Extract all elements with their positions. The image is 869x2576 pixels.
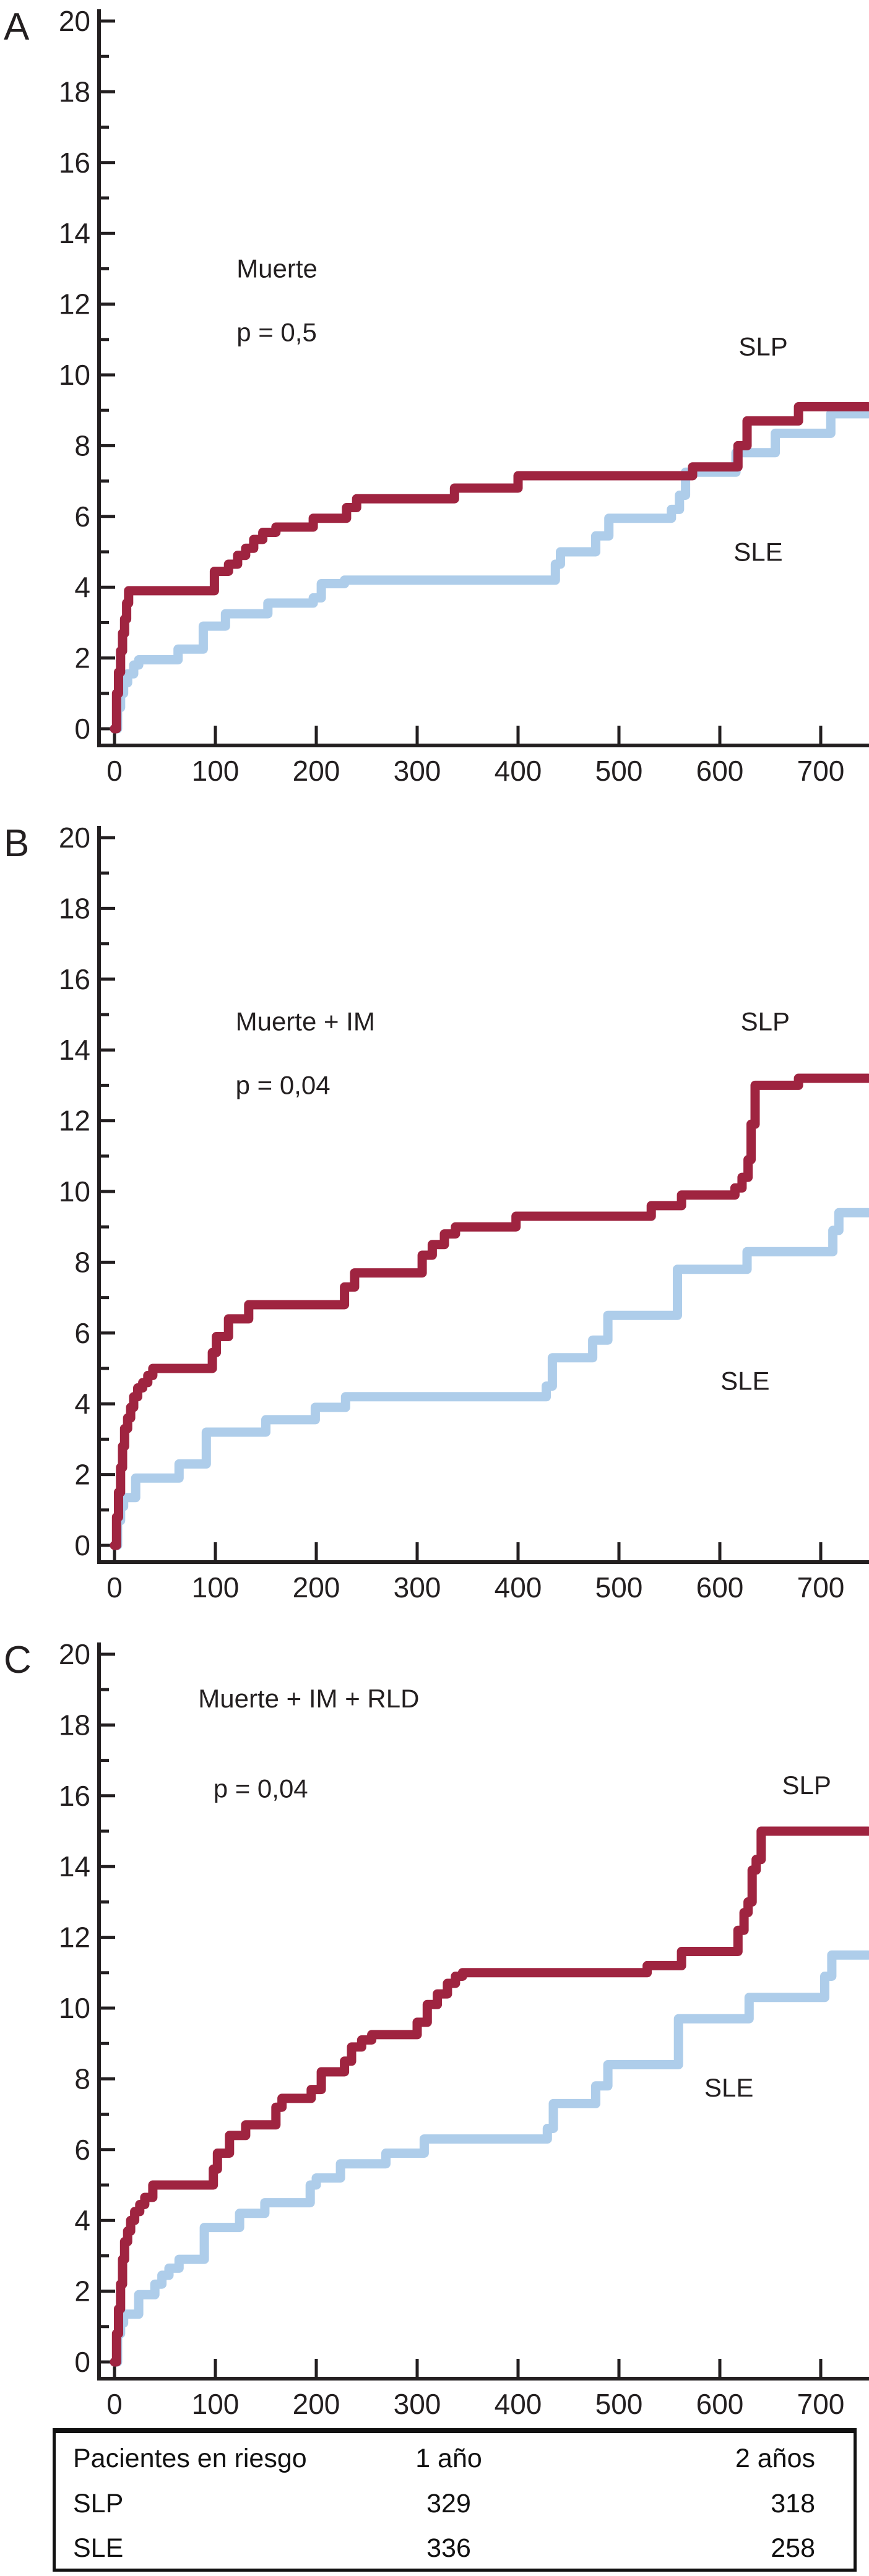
x-tick-label: 600: [696, 2388, 744, 2420]
y-tick-label: 8: [74, 429, 90, 462]
sle-curve: [110, 1208, 869, 1550]
y-tick-label: 4: [74, 571, 90, 603]
risk-table-header-label: Pacientes en riesgo: [73, 2443, 307, 2473]
slp-curve: [110, 1073, 869, 1550]
y-tick-label: 14: [59, 1850, 90, 1883]
y-tick-label: 20: [59, 1638, 90, 1670]
x-tick-label: 200: [293, 755, 340, 787]
x-tick-label: 500: [595, 2388, 643, 2420]
risk-row-sle-2yr: 258: [771, 2533, 815, 2563]
x-tick-label: 400: [495, 755, 542, 787]
y-tick-label: 16: [59, 963, 90, 995]
x-tick-label: 500: [595, 1571, 643, 1604]
y-tick-label: 18: [59, 892, 90, 924]
p-value-label: p = 0,04: [236, 1071, 331, 1100]
sle-curve-label: SLE: [704, 2073, 753, 2102]
panel-b: 0 2 4 6 8 10 12 14 16 18 20 0 100 200 300 400 500 600 700 …: [0, 817, 869, 1633]
x-tick-label: 100: [192, 2388, 240, 2420]
panel-letter: A: [4, 6, 30, 48]
slp-curve-label: SLP: [782, 1771, 831, 1800]
x-tick-label: 700: [797, 755, 845, 787]
sle-curve-label: SLE: [720, 1366, 769, 1395]
x-tick-label: 200: [293, 2388, 340, 2420]
x-tick-label: 0: [106, 1571, 123, 1604]
y-tick-label: 6: [74, 1317, 90, 1349]
y-tick-label: 18: [59, 75, 90, 108]
y-tick-label: 12: [59, 1105, 90, 1137]
slp-curve: [110, 1826, 869, 2367]
y-tick-label: 18: [59, 1709, 90, 1741]
slp-curve: [110, 402, 869, 734]
sle-curve: [110, 409, 869, 734]
y-tick-label: 2: [74, 1459, 90, 1491]
x-tick-label: 100: [192, 1571, 240, 1604]
y-tick-label: 8: [74, 2063, 90, 2095]
y-tick-label: 16: [59, 147, 90, 179]
x-tick-label: 400: [495, 2388, 542, 2420]
y-tick-label: 12: [59, 1921, 90, 1954]
risk-row-slp-2yr: 318: [771, 2488, 815, 2518]
panel-c: 0 2 4 6 8 10 12 14 16 18 20 0 100 200 300 400 500 600 700 …: [0, 1633, 869, 2450]
y-tick-label: 10: [59, 1992, 90, 2024]
x-tick-label: 700: [797, 1571, 845, 1604]
y-tick-label: 6: [74, 500, 90, 533]
y-tick-label: 20: [59, 5, 90, 37]
x-tick-label: 700: [797, 2388, 845, 2420]
risk-row-slp-label: SLP: [73, 2488, 124, 2518]
y-tick-label: 4: [74, 2204, 90, 2236]
y-tick-label: 8: [74, 1246, 90, 1278]
x-tick-label: 600: [696, 755, 744, 787]
y-tick-label: 10: [59, 1175, 90, 1208]
y-tick-label: 20: [59, 822, 90, 854]
chart-title: Muerte: [236, 254, 318, 283]
risk-table-header-2yr: 2 años: [735, 2443, 815, 2473]
sle-curve: [110, 1950, 869, 2367]
panel-letter: C: [4, 1639, 32, 1681]
y-tick-label: 0: [74, 2346, 90, 2378]
y-tick-label: 16: [59, 1780, 90, 1812]
slp-curve-label: SLP: [741, 1007, 790, 1036]
y-tick-label: 4: [74, 1388, 90, 1420]
x-tick-label: 0: [106, 2388, 123, 2420]
risk-row-sle-label: SLE: [73, 2533, 124, 2563]
y-tick-label: 10: [59, 359, 90, 391]
y-tick-label: 2: [74, 642, 90, 674]
x-tick-label: 100: [192, 755, 240, 787]
x-tick-label: 400: [495, 1571, 542, 1604]
sle-curve-label: SLE: [733, 537, 782, 566]
y-tick-label: 12: [59, 288, 90, 320]
x-tick-label: 300: [394, 755, 441, 787]
y-tick-label: 0: [74, 1529, 90, 1561]
y-tick-label: 14: [59, 1034, 90, 1066]
x-tick-label: 600: [696, 1571, 744, 1604]
p-value-label: p = 0,04: [214, 1774, 308, 1803]
panel-a: 0 2 4 6 8 10 12 14 16 18 20 0 100 200 300 400 500 600 700 …: [0, 0, 869, 817]
y-tick-label: 2: [74, 2275, 90, 2308]
patients-at-risk-table: Pacientes en riesgo 1 año 2 años SLP 329…: [53, 2428, 857, 2572]
x-tick-label: 300: [394, 1571, 441, 1604]
x-tick-label: 300: [394, 2388, 441, 2420]
risk-table-header-1yr: 1 año: [415, 2443, 482, 2473]
chart-title: Muerte + IM: [236, 1007, 375, 1036]
x-tick-label: 500: [595, 755, 643, 787]
chart-title: Muerte + IM + RLD: [198, 1684, 419, 1713]
y-tick-label: 0: [74, 713, 90, 745]
y-tick-label: 14: [59, 217, 90, 249]
risk-row-sle-1yr: 336: [426, 2533, 471, 2563]
risk-row-slp-1yr: 329: [426, 2488, 471, 2518]
slp-curve-label: SLP: [738, 332, 787, 361]
p-value-label: p = 0,5: [236, 318, 317, 347]
x-tick-label: 200: [293, 1571, 340, 1604]
x-tick-label: 0: [106, 755, 123, 787]
y-tick-label: 6: [74, 2134, 90, 2166]
panel-letter: B: [4, 822, 29, 865]
